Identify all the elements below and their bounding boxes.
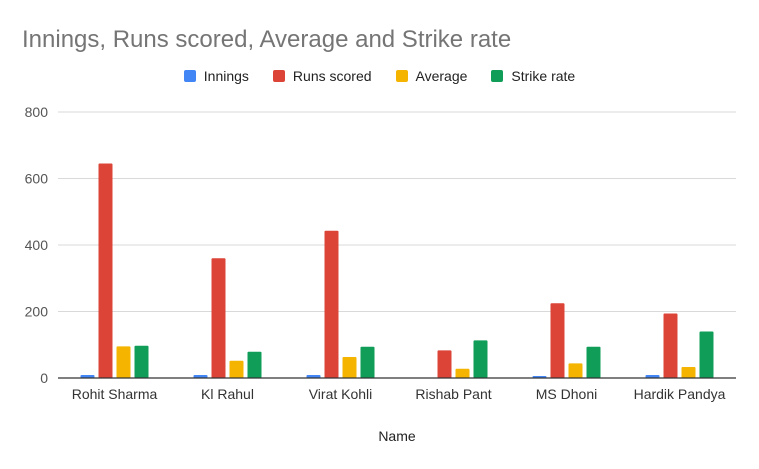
x-tick-label: Rishab Pant: [415, 386, 491, 402]
bar-strike-rate[interactable]: [134, 345, 149, 378]
x-tick-label: Hardik Pandya: [634, 386, 726, 402]
y-tick-label: 200: [25, 304, 49, 320]
bar-average[interactable]: [568, 363, 583, 378]
bar-strike-rate[interactable]: [473, 340, 488, 378]
y-tick-label: 0: [40, 370, 48, 386]
bar-average[interactable]: [116, 346, 131, 378]
y-tick-label: 400: [25, 237, 49, 253]
legend-swatch-innings: [183, 70, 196, 82]
bar-average[interactable]: [681, 367, 696, 378]
y-tick-label: 600: [25, 171, 49, 187]
x-tick-label: Kl Rahul: [201, 386, 254, 402]
bar-strike-rate[interactable]: [360, 346, 375, 378]
bar-innings[interactable]: [306, 375, 321, 378]
bar-strike-rate[interactable]: [586, 346, 601, 378]
bar-strike-rate[interactable]: [699, 331, 714, 378]
bar-average[interactable]: [229, 360, 244, 378]
legend-item-innings[interactable]: Innings: [183, 68, 249, 84]
bar-innings[interactable]: [80, 375, 95, 378]
y-tick-label: 800: [25, 104, 49, 120]
legend-label-runs-scored: Runs scored: [292, 68, 372, 84]
bar-runs-scored[interactable]: [550, 303, 565, 378]
chart-title: Innings, Runs scored, Average and Strike…: [22, 26, 512, 53]
bar-innings[interactable]: [645, 375, 660, 378]
legend-label-strike-rate: Strike rate: [511, 68, 576, 84]
legend-swatch-runs-scored: [272, 70, 285, 82]
legend-item-runs-scored[interactable]: Runs scored: [272, 68, 372, 84]
bar-innings[interactable]: [193, 375, 208, 378]
bar-strike-rate[interactable]: [247, 351, 262, 378]
bar-average[interactable]: [342, 357, 357, 378]
legend-swatch-strike-rate: [491, 70, 504, 82]
bar-runs-scored[interactable]: [98, 163, 113, 378]
bar-average[interactable]: [455, 368, 470, 378]
x-tick-label: Rohit Sharma: [72, 386, 158, 402]
legend-item-strike-rate[interactable]: Strike rate: [491, 68, 575, 84]
x-axis-label: Name: [378, 428, 416, 444]
bar-runs-scored[interactable]: [211, 258, 226, 378]
bar-runs-scored[interactable]: [437, 350, 452, 378]
bar-runs-scored[interactable]: [663, 313, 678, 378]
legend-label-innings: Innings: [203, 68, 249, 84]
x-tick-label: MS Dhoni: [536, 386, 597, 402]
legend-label-average: Average: [415, 68, 468, 84]
legend-swatch-average: [395, 70, 408, 82]
bar-runs-scored[interactable]: [324, 230, 339, 378]
legend: Innings Runs scored Average Strike rate: [0, 68, 759, 84]
legend-item-average[interactable]: Average: [395, 68, 468, 84]
x-tick-label: Virat Kohli: [309, 386, 373, 402]
